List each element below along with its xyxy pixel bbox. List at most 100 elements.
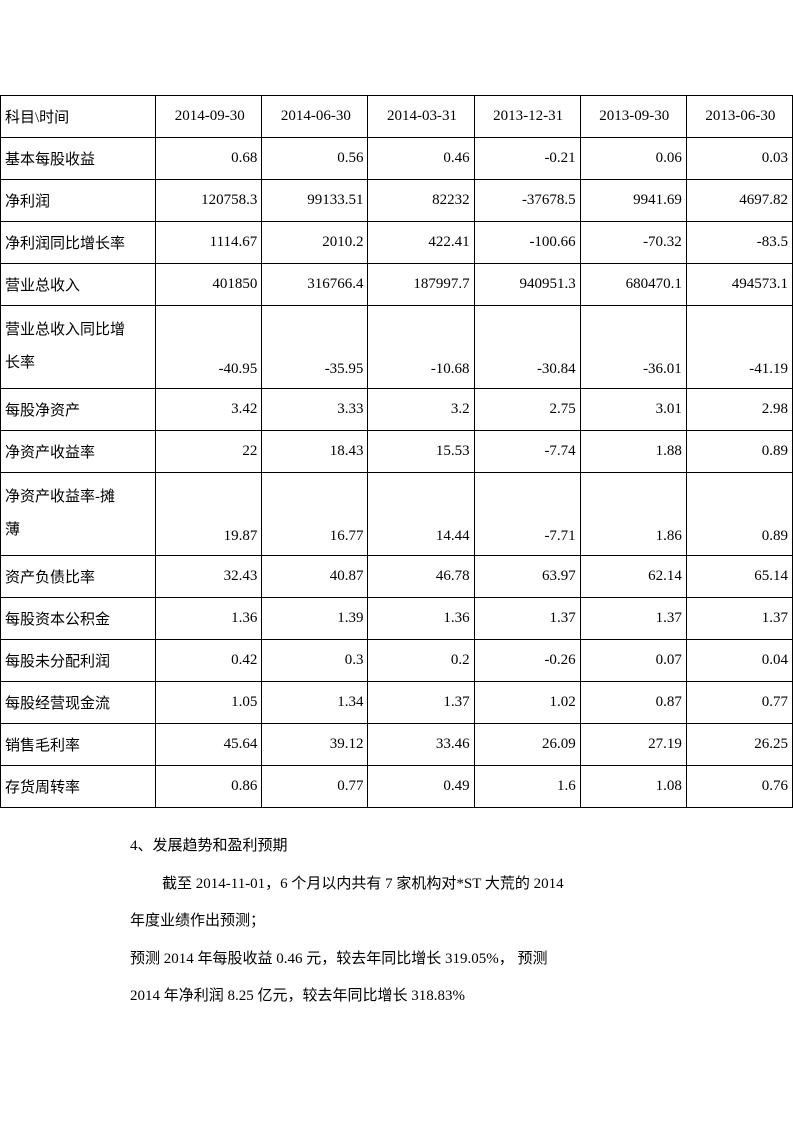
data-cell: 1.37 (474, 598, 580, 640)
table-row: 净利润120758.399133.5182232-37678.59941.694… (1, 180, 793, 222)
row-label: 基本每股收益 (1, 138, 156, 180)
data-cell: 2.75 (474, 389, 580, 431)
data-cell: 19.87 (156, 473, 262, 556)
data-cell: 3.01 (580, 389, 686, 431)
header-column: 2014-06-30 (262, 96, 368, 138)
data-cell: 187997.7 (368, 264, 474, 306)
table-row: 存货周转率0.860.770.491.61.080.76 (1, 766, 793, 808)
data-cell: 2.98 (686, 389, 792, 431)
data-cell: 63.97 (474, 556, 580, 598)
data-cell: 0.3 (262, 640, 368, 682)
row-label: 净资产收益率-摊薄 (1, 473, 156, 556)
data-cell: 0.56 (262, 138, 368, 180)
table-row: 营业总收入同比增长率-40.95-35.95-10.68-30.84-36.01… (1, 306, 793, 389)
data-cell: 0.2 (368, 640, 474, 682)
table-row: 净资产收益率2218.4315.53-7.741.880.89 (1, 431, 793, 473)
data-cell: 1.86 (580, 473, 686, 556)
data-cell: 45.64 (156, 724, 262, 766)
data-cell: 0.46 (368, 138, 474, 180)
table-row: 每股经营现金流1.051.341.371.020.870.77 (1, 682, 793, 724)
header-column: 2014-03-31 (368, 96, 474, 138)
data-cell: 0.86 (156, 766, 262, 808)
data-cell: -41.19 (686, 306, 792, 389)
data-cell: 27.19 (580, 724, 686, 766)
table-row: 净利润同比增长率1114.672010.2422.41-100.66-70.32… (1, 222, 793, 264)
data-cell: -30.84 (474, 306, 580, 389)
data-cell: 494573.1 (686, 264, 792, 306)
section-title: 4、发展趋势和盈利预期 (100, 828, 693, 866)
data-cell: -0.26 (474, 640, 580, 682)
data-cell: 26.25 (686, 724, 792, 766)
data-cell: 1.02 (474, 682, 580, 724)
data-cell: 1.37 (368, 682, 474, 724)
data-cell: 62.14 (580, 556, 686, 598)
data-cell: 82232 (368, 180, 474, 222)
data-cell: 1.37 (686, 598, 792, 640)
row-label: 营业总收入 (1, 264, 156, 306)
table-row: 营业总收入401850316766.4187997.7940951.368047… (1, 264, 793, 306)
data-cell: 2010.2 (262, 222, 368, 264)
row-label: 销售毛利率 (1, 724, 156, 766)
table-row: 每股未分配利润0.420.30.2-0.260.070.04 (1, 640, 793, 682)
data-cell: 15.53 (368, 431, 474, 473)
data-cell: 3.2 (368, 389, 474, 431)
row-label: 净资产收益率 (1, 431, 156, 473)
data-cell: 40.87 (262, 556, 368, 598)
data-cell: 0.89 (686, 431, 792, 473)
data-cell: 0.42 (156, 640, 262, 682)
data-cell: 32.43 (156, 556, 262, 598)
row-label: 每股未分配利润 (1, 640, 156, 682)
data-cell: 33.46 (368, 724, 474, 766)
row-label: 资产负债比率 (1, 556, 156, 598)
data-cell: 120758.3 (156, 180, 262, 222)
row-label: 净利润 (1, 180, 156, 222)
table-row: 每股净资产3.423.333.22.753.012.98 (1, 389, 793, 431)
data-cell: 26.09 (474, 724, 580, 766)
data-cell: 0.76 (686, 766, 792, 808)
data-cell: 3.42 (156, 389, 262, 431)
data-cell: 0.87 (580, 682, 686, 724)
data-cell: 1.37 (580, 598, 686, 640)
data-cell: 1.39 (262, 598, 368, 640)
paragraph-1-line-1: 截至 2014-11-01，6 个月以内共有 7 家机构对*ST 大荒的 201… (100, 866, 693, 904)
data-cell: 18.43 (262, 431, 368, 473)
data-cell: 0.49 (368, 766, 474, 808)
data-cell: -100.66 (474, 222, 580, 264)
row-label: 营业总收入同比增长率 (1, 306, 156, 389)
header-column: 2013-09-30 (580, 96, 686, 138)
content-section: 4、发展趋势和盈利预期 截至 2014-11-01，6 个月以内共有 7 家机构… (0, 808, 793, 1016)
data-cell: 0.89 (686, 473, 792, 556)
row-label: 净利润同比增长率 (1, 222, 156, 264)
data-cell: -40.95 (156, 306, 262, 389)
data-cell: 4697.82 (686, 180, 792, 222)
data-cell: -36.01 (580, 306, 686, 389)
data-cell: 0.68 (156, 138, 262, 180)
data-cell: 65.14 (686, 556, 792, 598)
header-label: 科目\时间 (1, 96, 156, 138)
data-cell: 940951.3 (474, 264, 580, 306)
data-cell: -83.5 (686, 222, 792, 264)
data-cell: -37678.5 (474, 180, 580, 222)
data-cell: 99133.51 (262, 180, 368, 222)
data-cell: 316766.4 (262, 264, 368, 306)
data-cell: 1.36 (368, 598, 474, 640)
row-label: 每股经营现金流 (1, 682, 156, 724)
financial-table-container: 科目\时间2014-09-302014-06-302014-03-31 2013-… (0, 0, 793, 808)
paragraph-2-line-1: 预测 2014 年每股收益 0.46 元，较去年同比增长 319.05%， 预测 (100, 941, 693, 979)
data-cell: -0.21 (474, 138, 580, 180)
data-cell: -7.74 (474, 431, 580, 473)
table-row: 每股资本公积金1.361.391.361.371.371.37 (1, 598, 793, 640)
data-cell: 1114.67 (156, 222, 262, 264)
data-cell: 0.07 (580, 640, 686, 682)
data-cell: -70.32 (580, 222, 686, 264)
data-cell: 422.41 (368, 222, 474, 264)
row-label: 每股净资产 (1, 389, 156, 431)
data-cell: 0.03 (686, 138, 792, 180)
data-cell: 0.04 (686, 640, 792, 682)
data-cell: 1.05 (156, 682, 262, 724)
data-cell: 680470.1 (580, 264, 686, 306)
row-label: 存货周转率 (1, 766, 156, 808)
table-row: 资产负债比率32.4340.8746.7863.9762.1465.14 (1, 556, 793, 598)
data-cell: 1.36 (156, 598, 262, 640)
header-column: 2014-09-30 (156, 96, 262, 138)
